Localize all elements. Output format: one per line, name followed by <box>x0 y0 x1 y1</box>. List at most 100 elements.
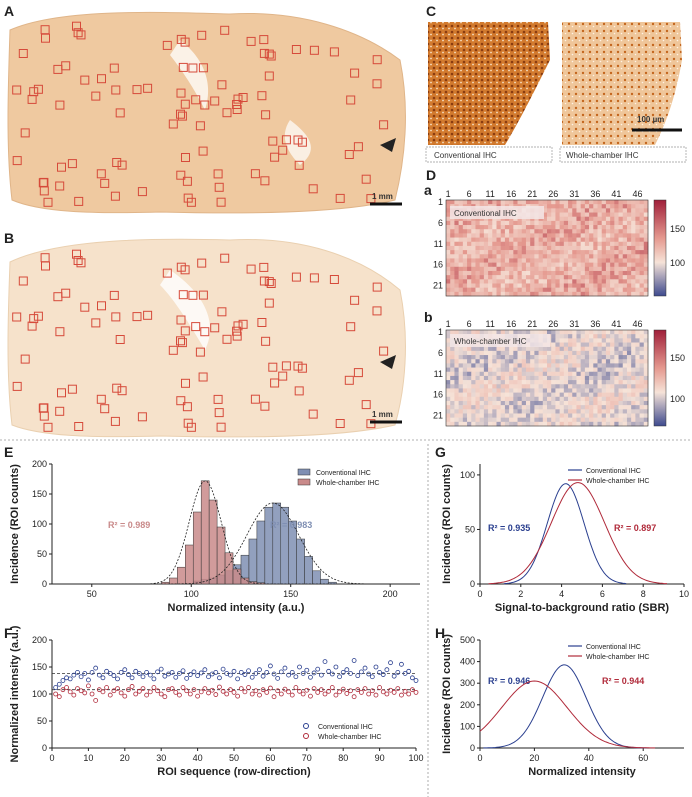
scatter-point <box>409 687 415 693</box>
heatmap-cell <box>517 371 523 377</box>
heatmap-cell <box>635 350 640 356</box>
heatmap-cell <box>542 204 548 209</box>
heatmap-cell <box>504 237 510 243</box>
heatmap-cell <box>618 388 624 393</box>
heatmap-cell <box>496 417 502 423</box>
heatmap-cell <box>572 233 577 238</box>
heatmap-cell <box>584 355 590 360</box>
heatmap-cell <box>572 388 577 393</box>
tissue-image-b: 1 mm <box>7 238 406 438</box>
heatmap-cell <box>631 338 636 343</box>
heatmap-cell <box>496 225 502 230</box>
heatmap-cell <box>631 245 636 251</box>
scatter-point <box>377 685 383 690</box>
heatmap-cell <box>618 200 624 205</box>
heatmap-cell <box>479 220 485 226</box>
heatmap-cell <box>521 254 527 259</box>
heatmap-cell <box>639 283 645 288</box>
heatmap-cell <box>643 250 649 255</box>
heatmap-cell <box>639 200 645 205</box>
heatmap-cell <box>446 334 451 339</box>
heatmap-cell <box>601 250 607 255</box>
roi-box <box>261 110 271 120</box>
heatmap-cell <box>551 283 556 288</box>
heatmap-cell <box>597 270 603 276</box>
heatmap-cell <box>601 409 607 414</box>
scatter-point <box>246 668 251 674</box>
roi-box <box>20 128 30 138</box>
roi-box <box>181 378 190 388</box>
heatmap-cell <box>530 250 535 255</box>
roi-box <box>257 318 267 327</box>
scatter-point <box>213 670 219 675</box>
heatmap-cell <box>576 417 581 423</box>
heatmap-cell <box>555 287 560 293</box>
heatmap-cell <box>446 405 451 410</box>
scatter-point <box>151 676 157 682</box>
heatmap-cell <box>605 371 611 377</box>
heatmap-cell <box>576 245 581 251</box>
heatmap-cell <box>555 250 560 255</box>
scatter-point <box>366 671 372 677</box>
heatmap-cell <box>500 417 506 423</box>
heatmap-cell <box>513 237 518 243</box>
heatmap-cell <box>517 258 523 263</box>
heatmap-cell <box>513 283 518 288</box>
heatmap-cell <box>555 421 560 427</box>
heatmap-cell <box>479 287 485 293</box>
heatmap-cell <box>450 405 455 410</box>
roi-box <box>29 314 39 324</box>
panel-label-c: C <box>426 3 436 19</box>
heatmap-cell <box>462 350 468 356</box>
heatmap-cell <box>475 346 480 352</box>
fit-curve-line <box>479 680 656 749</box>
scatter-point <box>264 689 270 695</box>
heatmap-cell <box>584 241 590 247</box>
heatmap-cell <box>517 330 523 335</box>
heatmap-cell <box>525 396 531 402</box>
heatmap-cell <box>534 380 539 385</box>
scatter-point <box>257 667 262 673</box>
heatmap-cell <box>572 338 577 343</box>
heatmap-cell <box>568 212 573 217</box>
heatmap-cell <box>450 237 455 243</box>
heatmap-cell <box>614 279 619 284</box>
heatmap-cell <box>538 409 544 414</box>
heatmap-cell <box>479 400 485 406</box>
heatmap-cell <box>597 330 603 335</box>
heatmap-cell <box>525 270 531 276</box>
heatmap-cell <box>488 287 493 293</box>
heatmap-cell <box>542 229 548 234</box>
x-tick-label: 100 <box>408 753 423 763</box>
heatmap-cell <box>450 409 455 414</box>
roi-box <box>55 327 65 337</box>
heatmap-cell <box>525 250 531 255</box>
heatmap-cell <box>496 229 502 234</box>
heatmap-cell <box>643 375 649 381</box>
heatmap-cell <box>618 254 624 259</box>
heatmap-cell <box>530 241 535 247</box>
heatmap-cell <box>605 225 611 230</box>
heatmap-cell <box>525 413 531 418</box>
heatmap-cell <box>584 283 590 288</box>
heatmap-cell <box>635 417 640 423</box>
heatmap-col-tick: 16 <box>506 319 516 329</box>
heatmap-cell <box>555 384 560 389</box>
heatmap-cell <box>589 367 594 373</box>
heatmap-cell <box>521 388 527 393</box>
scatter-point <box>308 693 313 699</box>
heatmap-cell <box>563 396 569 402</box>
scatter-point <box>78 674 84 680</box>
heatmap-cell <box>525 375 531 381</box>
heatmap-cell <box>618 220 624 226</box>
scatter-point <box>60 678 66 683</box>
heatmap-cell <box>584 405 590 410</box>
r2-conventional: R² = 0.983 <box>270 520 312 530</box>
heatmap-cell <box>626 371 632 377</box>
heatmap-cell <box>504 355 510 360</box>
heatmap-cell <box>643 212 649 217</box>
heatmap-cell <box>458 350 464 356</box>
heatmap-cell <box>467 417 472 423</box>
heatmap-cell <box>631 380 636 385</box>
heatmap-cell <box>601 204 607 209</box>
